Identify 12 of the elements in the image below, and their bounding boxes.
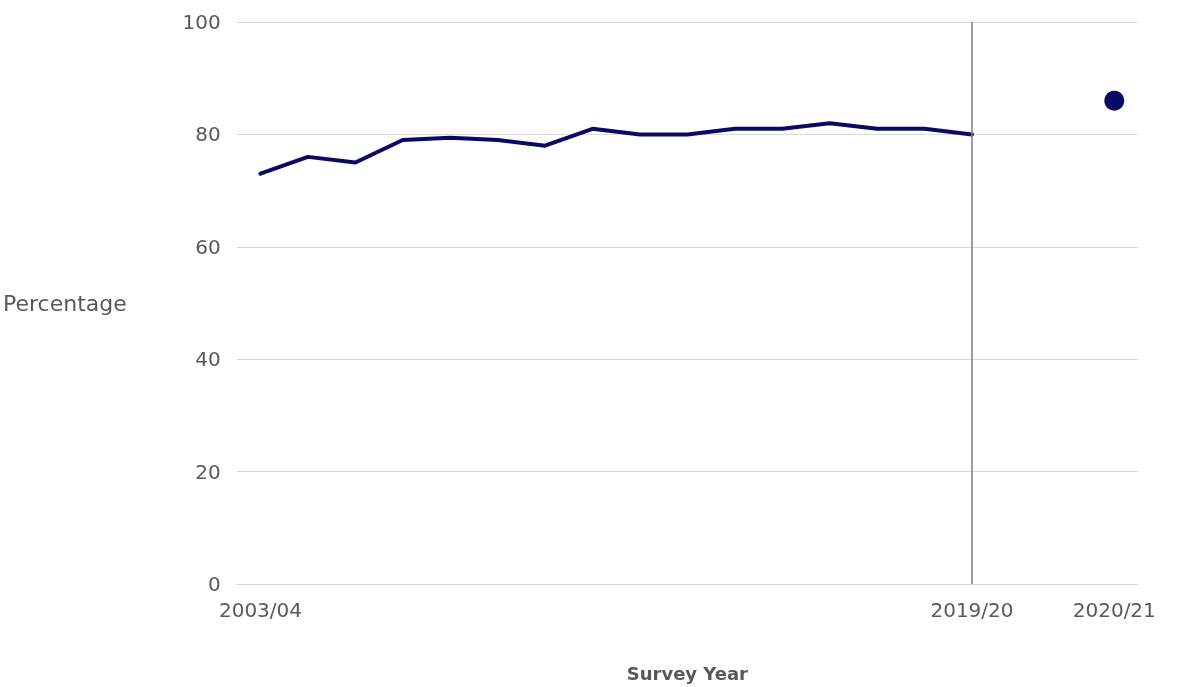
- y-tick-label: 40: [195, 347, 221, 372]
- y-axis-title: Percentage: [3, 290, 127, 316]
- y-tick-label: 0: [208, 572, 221, 596]
- y-tick-label: 80: [195, 122, 221, 147]
- line-series: [258, 121, 974, 176]
- x-tick-label: 2003/04: [218, 598, 303, 622]
- x-tick-label: 2019/20: [930, 598, 1014, 622]
- y-tick-label: 100: [182, 10, 221, 34]
- x-axis-title: Survey Year: [626, 662, 749, 684]
- y-tick-label: 60: [195, 234, 221, 259]
- x-tick-label: 2020/21: [1072, 598, 1156, 622]
- y-tick-label: 20: [195, 459, 221, 484]
